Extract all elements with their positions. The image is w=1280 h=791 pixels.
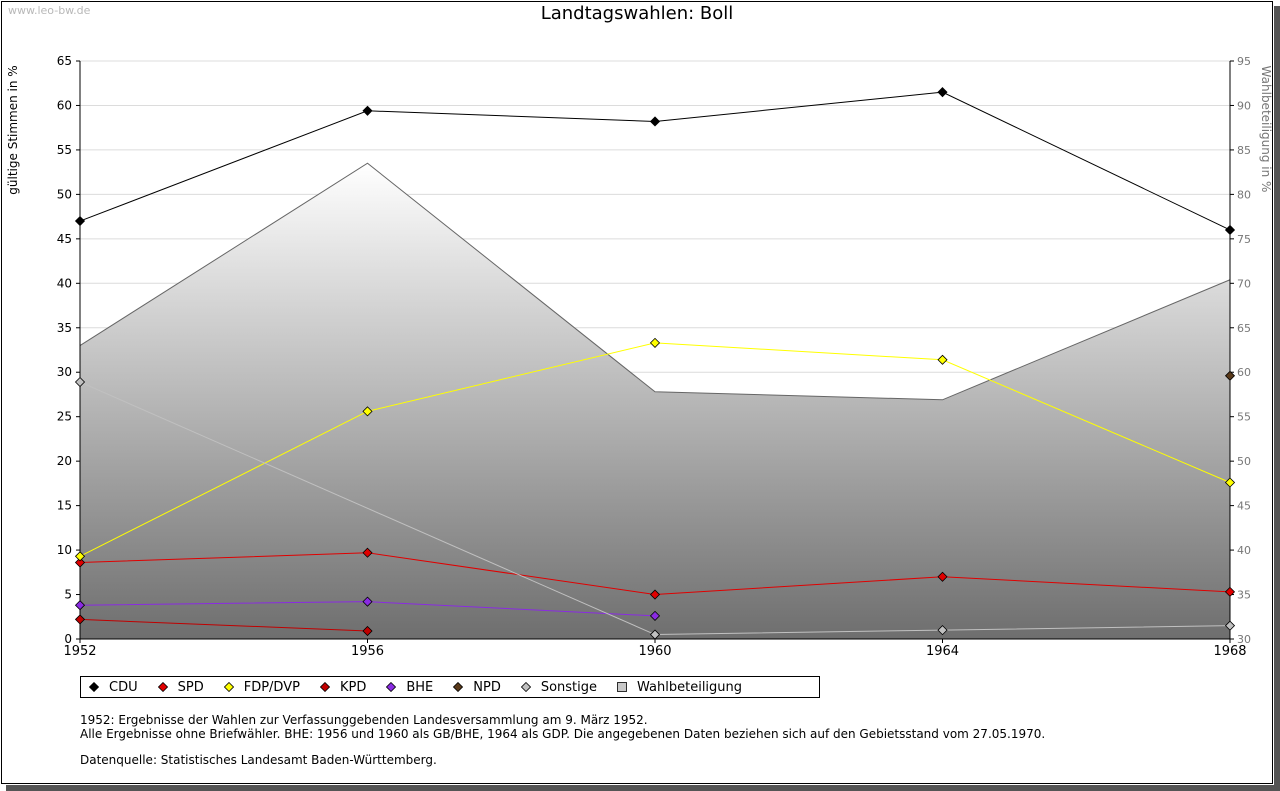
note-line-2: Alle Ergebnisse ohne Briefwähler. BHE: 1…	[80, 727, 1046, 741]
y2-tick-label: 40	[1237, 544, 1251, 557]
y2-tick-label: 85	[1237, 144, 1251, 157]
frame-shadow-right	[1274, 6, 1280, 791]
y-tick-label: 50	[57, 187, 72, 201]
series-line-kpd	[79, 618, 368, 632]
y2-tick-label: 55	[1237, 411, 1251, 424]
legend-item: FDP/DVP	[223, 679, 300, 695]
legend-diamond-icon	[520, 682, 531, 692]
area-wahlbeteiligung	[80, 163, 1230, 639]
y2-tick-label: 95	[1237, 55, 1251, 68]
y-tick-label: 60	[57, 98, 72, 112]
legend-diamond-icon	[223, 682, 234, 692]
point-sonstige	[649, 629, 661, 640]
series-line-sonstige	[79, 381, 1231, 636]
point-cdu	[74, 215, 86, 227]
y-tick-label: 0	[64, 632, 72, 646]
legend-label: FDP/DVP	[243, 679, 300, 695]
point-spd	[937, 571, 948, 582]
y2-tick-label: 50	[1237, 455, 1251, 468]
y2-tick-label: 90	[1237, 99, 1251, 112]
legend-square-icon	[617, 682, 627, 692]
y2-tick-label: 45	[1237, 500, 1251, 513]
point-fdp-dvp	[649, 337, 661, 348]
x-tick-label: 1960	[638, 644, 671, 659]
legend-diamond-icon	[89, 682, 99, 692]
point-sonstige	[1224, 620, 1236, 631]
point-kpd	[74, 614, 86, 625]
point-cdu	[362, 105, 373, 116]
y2-tick-label: 35	[1237, 589, 1251, 602]
point-spd	[1224, 586, 1236, 597]
y2-tick-label: 60	[1237, 366, 1251, 379]
point-cdu	[1224, 224, 1236, 236]
chart-notes: 1952: Ergebnisse der Wahlen zur Verfassu…	[80, 713, 1045, 767]
legend-item: SPD	[157, 679, 204, 695]
point-npd	[1224, 370, 1236, 381]
y2-tick-label: 75	[1237, 233, 1251, 246]
legend-diamond-icon	[386, 682, 397, 692]
note-line-1: 1952: Ergebnisse der Wahlen zur Verfassu…	[80, 713, 648, 727]
legend-label: KPD	[339, 679, 367, 695]
y-tick-label: 15	[57, 499, 72, 513]
y2-tick-label: 80	[1237, 188, 1251, 201]
point-sonstige	[937, 625, 948, 636]
y-tick-label: 30	[57, 365, 72, 379]
y2-tick-label: 30	[1237, 633, 1251, 646]
point-spd	[74, 557, 86, 568]
y-tick-label: 55	[57, 143, 72, 157]
legend-label: NPD	[473, 679, 501, 695]
legend-item: NPD	[453, 680, 501, 695]
y2-axis-title: Wahlbeteiligung in %	[1259, 66, 1273, 193]
series-line-cdu	[79, 91, 1231, 231]
legend-item: Sonstige	[520, 679, 598, 695]
legend-diamond-icon	[453, 682, 464, 692]
y-tick-label: 35	[57, 321, 72, 335]
y-tick-label: 40	[57, 276, 72, 290]
legend-label: CDU	[109, 679, 138, 695]
point-cdu	[937, 87, 948, 98]
legend-label: Wahlbeteiligung	[637, 679, 743, 695]
note-source: Datenquelle: Statistisches Landesamt Bad…	[80, 753, 437, 767]
point-fdp-dvp	[1224, 477, 1236, 488]
point-fdp-dvp	[362, 406, 373, 417]
legend-label: SPD	[177, 679, 204, 695]
frame-shadow-bottom	[6, 785, 1280, 791]
point-bhe	[362, 596, 373, 607]
point-sonstige	[74, 376, 86, 388]
point-fdp-dvp	[937, 354, 948, 365]
legend-item: BHE	[386, 680, 433, 695]
y-tick-label: 10	[57, 543, 72, 557]
y2-tick-label: 65	[1237, 322, 1251, 335]
y-tick-label: 20	[57, 454, 72, 468]
chart-plot: 0 5 10 15 20 25 30 35 40 45 50 55 60 65 30 35 40 45 50 55 60…	[6, 54, 1273, 659]
legend-label: Sonstige	[540, 679, 598, 695]
chart-title: Landtagswahlen: Boll	[540, 3, 734, 24]
watermark-link[interactable]: www.leo-bw.de	[8, 4, 91, 17]
point-kpd	[362, 625, 373, 637]
x-tick-label: 1964	[926, 644, 959, 659]
chart-legend: CDU SPD FDP/DVP KPD BHE NPD Sonstige Wahlbeteil…	[80, 676, 820, 698]
point-spd	[362, 547, 373, 558]
point-bhe	[649, 610, 661, 621]
legend-label: BHE	[406, 679, 434, 695]
x-tick-label: 1968	[1213, 644, 1246, 659]
y-axis-title: gültige Stimmen in %	[6, 65, 20, 194]
area-wahlbeteiligung-outline	[79, 162, 1231, 401]
point-spd	[649, 589, 661, 600]
y-tick-label: 5	[64, 588, 72, 602]
point-cdu	[649, 116, 661, 127]
point-fdp-dvp	[74, 551, 86, 562]
y-tick-label: 45	[57, 232, 72, 246]
legend-item: CDU	[89, 680, 138, 695]
x-tick-label: 1956	[351, 644, 384, 659]
y2-tick-label: 70	[1237, 277, 1251, 290]
legend-item: KPD	[319, 679, 367, 695]
legend-diamond-icon	[319, 682, 330, 692]
legend-diamond-icon	[157, 682, 168, 692]
y-tick-label: 65	[57, 54, 72, 68]
legend-item: Wahlbeteiligung	[617, 680, 742, 695]
x-tick-label: 1952	[63, 644, 96, 659]
point-bhe	[74, 600, 86, 611]
y-tick-label: 25	[57, 410, 72, 424]
